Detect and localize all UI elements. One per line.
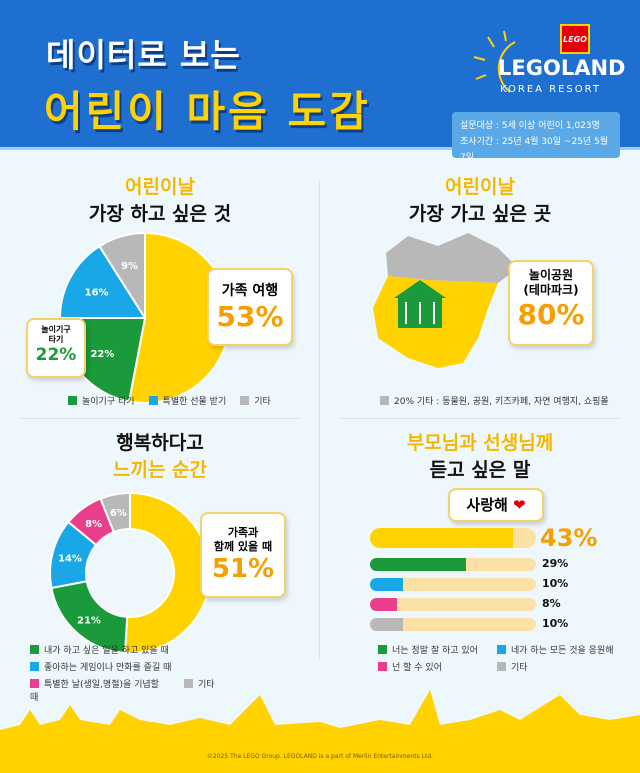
q2-title-line1: 어린이날 <box>445 176 515 198</box>
q4-title-line2: 듣고 싶은 말 <box>429 459 531 481</box>
legend-item: 기타 <box>240 394 271 407</box>
q4-legend: 너는 정말 잘 하고 있어 네가 하는 모든 것을 응원해 넌 할 수 있어 기… <box>378 643 628 673</box>
bar-value: 10% <box>542 617 569 630</box>
legend-item: 20% 기타 : 동물원, 공원, 키즈카페, 자연 여행지, 쇼핑몰 <box>380 394 609 407</box>
q2-title: 어린이날 가장 가고 싶은 곳 <box>360 172 600 226</box>
bar-track <box>370 578 536 591</box>
survey-period: 조사기간 : 25년 4월 30일 ~25년 5월 7일 <box>460 137 609 163</box>
q3-callout: 가족과 함께 있을 때 51% <box>200 512 286 598</box>
q1-title-line1: 어린이날 <box>125 176 195 198</box>
legend-item: 기타 <box>497 660 528 673</box>
q4-title-line1: 부모님과 선생님께 <box>406 432 554 454</box>
slice-label: 16% <box>85 287 109 298</box>
q3-title: 행복하다고 느끼는 순간 <box>40 428 280 482</box>
divider-horizontal-left <box>20 418 300 419</box>
pie-slice <box>99 491 131 534</box>
slice-label: 6% <box>110 508 127 519</box>
q1-left-callout: 놀이기구 타기 22% <box>26 318 86 378</box>
q1-legend: 놀이기구 타기 특별한 선물 받기 기타 <box>68 394 271 407</box>
legend-item: 네가 하는 모든 것을 응원해 <box>497 643 614 656</box>
q1-title: 어린이날 가장 하고 싶은 것 <box>40 172 280 226</box>
legoland-skyline-silhouette <box>0 690 640 750</box>
legend-item: 좋아하는 게임이나 만화를 즐길 때 <box>30 660 171 673</box>
pie-slice <box>98 231 146 322</box>
bar-fill <box>370 528 513 548</box>
title-line1: 데이터로 보는 <box>46 36 241 74</box>
bar-fill <box>370 558 467 571</box>
q2-callout-value: 80% <box>517 298 585 331</box>
legend-item: 너는 정말 잘 하고 있어 <box>378 643 483 656</box>
q3-title-line2: 느끼는 순간 <box>112 459 207 481</box>
q1-left-callout-label: 놀이기구 타기 <box>41 325 71 344</box>
footer: ©2025 The LEGO Group. LEGOLAND is a part… <box>0 745 640 773</box>
bar-track <box>370 618 536 631</box>
legend-item: 특별한 날(생일,명절)을 기념할 때 <box>30 679 159 703</box>
pie-slice <box>123 491 211 654</box>
slice-label: 22% <box>90 349 114 360</box>
q1-callout-value: 53% <box>216 300 284 333</box>
q4-callout-label: 사랑해 <box>466 496 508 514</box>
legend-item: 내가 하고 싶은 일을 하고 있을 때 <box>30 643 170 656</box>
logo-name: LEGOLAND <box>498 56 626 80</box>
slice-label: 14% <box>58 554 82 565</box>
survey-target: 설문대상 : 5세 이상 어린이 1,023명 <box>460 121 600 131</box>
bar-track <box>370 598 536 611</box>
bar-value: 10% <box>542 577 569 590</box>
legoland-logo: LEGO LEGOLAND KOREA RESORT <box>470 22 625 102</box>
title-line2: 어린이 마음 도감 <box>44 87 371 136</box>
logo-sub: KOREA RESORT <box>500 84 601 95</box>
bar-fill <box>370 598 397 611</box>
legend-item: 놀이기구 타기 <box>68 394 135 407</box>
q3-callout-value: 51% <box>211 554 275 584</box>
legend-item: 특별한 선물 받기 <box>148 394 226 407</box>
pie-slice <box>58 244 147 319</box>
q4-title: 부모님과 선생님께 듣고 싶은 말 <box>360 428 600 482</box>
lego-logo: LEGO <box>560 24 590 54</box>
divider-vertical <box>319 180 320 660</box>
survey-info: 설문대상 : 5세 이상 어린이 1,023명 조사기간 : 25년 4월 30… <box>452 112 620 163</box>
q2-callout-label: 놀이공원 (테마파크) <box>523 268 579 297</box>
slice-label: 8% <box>85 519 102 530</box>
slice-label: 9% <box>121 261 138 272</box>
q1-pie-chart: 22% 16% 9% <box>58 231 231 404</box>
q1-left-callout-value: 22% <box>35 345 77 365</box>
bar-value: 43% <box>540 524 598 552</box>
q3-legend: 내가 하고 싶은 일을 하고 있을 때 좋아하는 게임이나 만화를 즐길 때 특… <box>30 643 320 703</box>
carousel-icon <box>394 280 446 328</box>
map-region-other <box>386 233 518 283</box>
bar-fill <box>370 618 404 631</box>
slice-label: 21% <box>77 616 101 627</box>
q2-title-line2: 가장 가고 싶은 곳 <box>408 203 552 225</box>
q3-donut-chart: 21% 14% 8% 6% <box>49 491 211 654</box>
q1-title-line2: 가장 하고 싶은 것 <box>88 203 232 225</box>
legend-item: 기타 <box>184 677 215 703</box>
copyright-text: ©2025 The LEGO Group. LEGOLAND is a part… <box>206 753 434 760</box>
q2-korea-map <box>373 233 518 368</box>
sun-icon <box>473 30 516 93</box>
bar-value: 8% <box>542 597 561 610</box>
q2-legend: 20% 기타 : 동물원, 공원, 키즈카페, 자연 여행지, 쇼핑몰 <box>380 394 609 407</box>
bar-track <box>370 558 536 571</box>
bar-fill <box>370 578 404 591</box>
heart-icon: ❤ <box>513 496 526 514</box>
q4-callout: 사랑해 ❤ <box>448 488 544 522</box>
divider-horizontal-right <box>340 418 620 419</box>
bar-track <box>370 528 536 548</box>
header-banner: 데이터로 보는 어린이 마음 도감 LEGO LEGOLAND KOREA RE… <box>0 0 640 163</box>
q3-callout-label: 가족과 함께 있을 때 <box>213 526 273 553</box>
bar-value: 29% <box>542 557 569 570</box>
q3-title-line1: 행복하다고 <box>116 432 204 454</box>
q2-callout: 놀이공원 (테마파크) 80% <box>508 260 594 346</box>
legend-item: 넌 할 수 있어 <box>378 660 483 673</box>
q1-callout-label: 가족 여행 <box>221 283 279 299</box>
q1-callout: 가족 여행 53% <box>207 268 293 346</box>
